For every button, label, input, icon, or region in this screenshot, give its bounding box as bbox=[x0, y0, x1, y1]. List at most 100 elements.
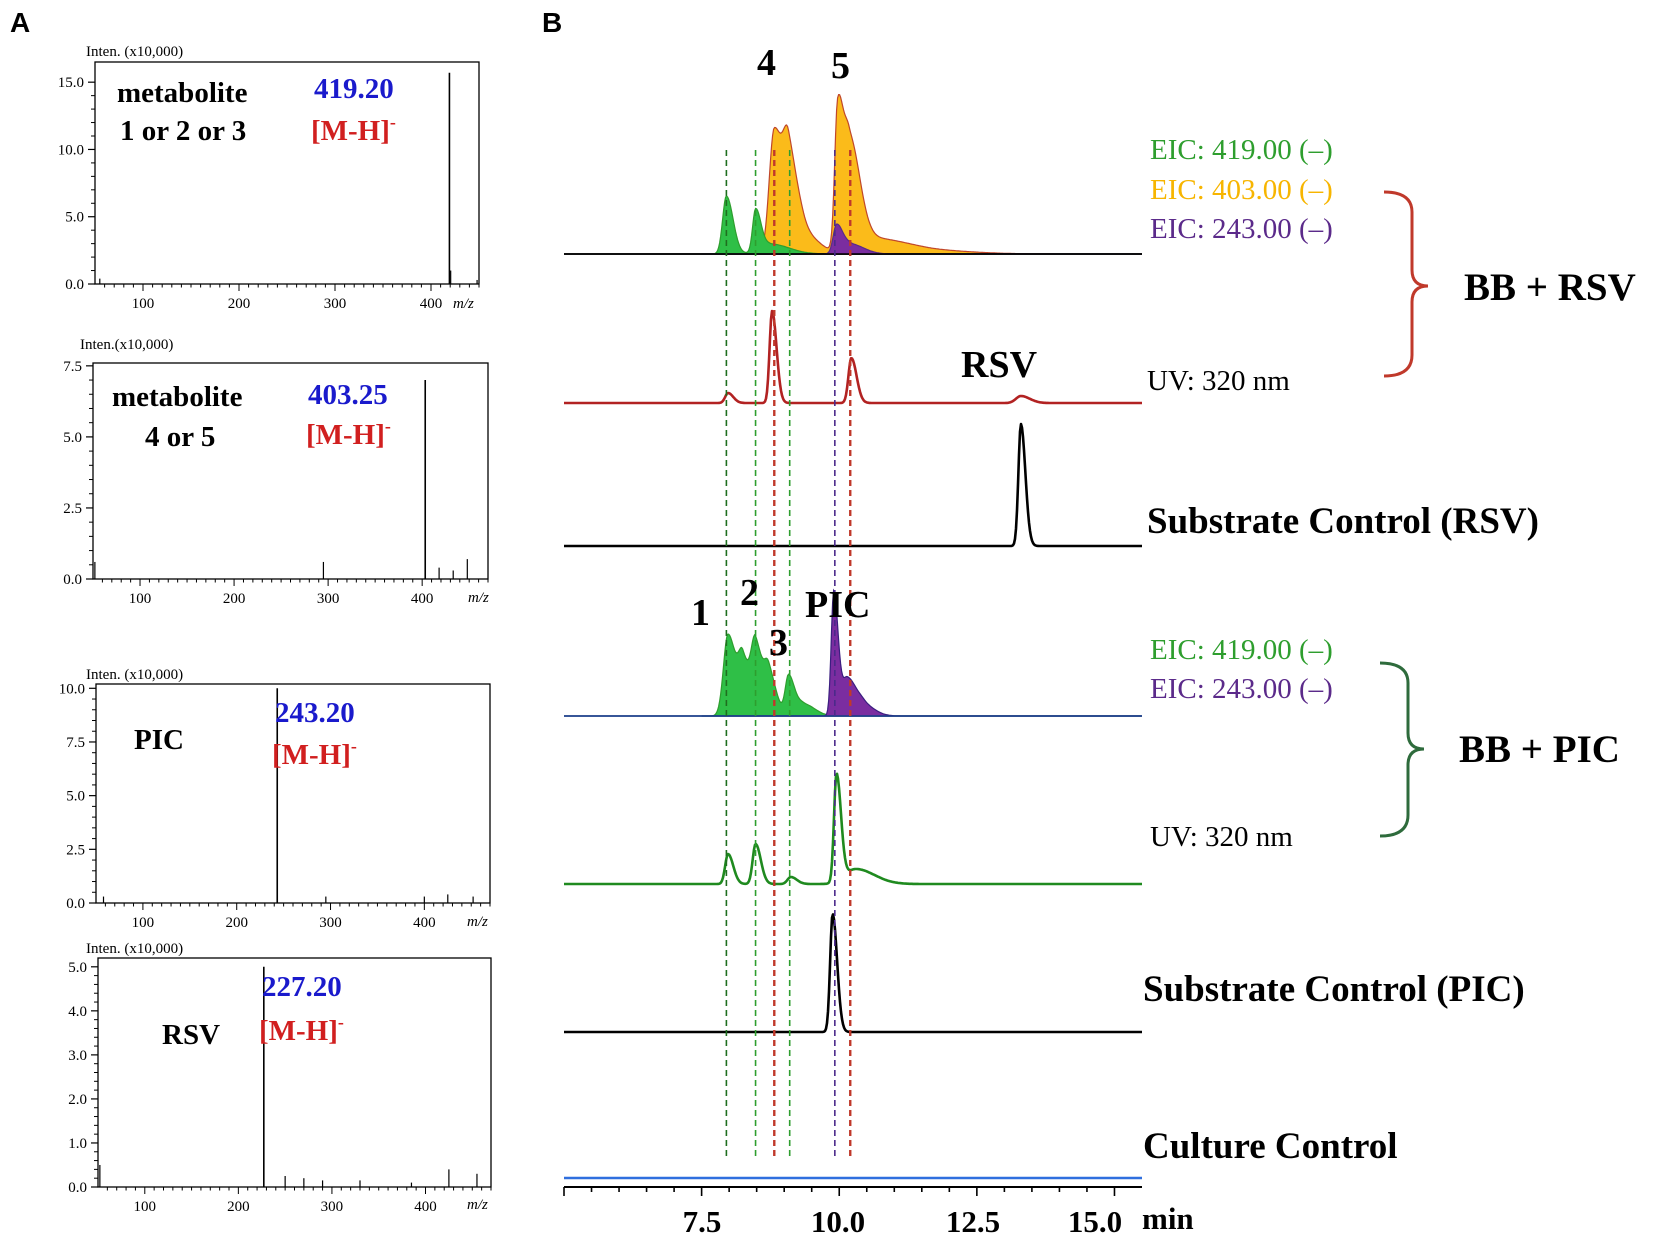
ms3-xunit: m/z bbox=[467, 914, 488, 930]
ms3-ytick-label-0: 0.0 bbox=[66, 896, 85, 912]
ms2-xtick-label-2: 300 bbox=[317, 591, 340, 607]
peak-label-1: 1 bbox=[691, 592, 710, 634]
lc-xtick-label-3: 12.5 bbox=[946, 1204, 1000, 1237]
ms3-mz-label: 243.20 bbox=[275, 697, 355, 729]
panel-a-label: A bbox=[10, 7, 30, 38]
ms2-mz-label: 403.25 bbox=[308, 379, 388, 411]
peak-label-5: 5 bbox=[831, 45, 850, 87]
ms4-axis-ticks: 0.0 1.0 2.0 3.0 4.0 5.0 100 200 300 400 bbox=[68, 960, 492, 1215]
ms2-ion-text: [M-H] bbox=[306, 419, 385, 451]
peak-label-3: 3 bbox=[769, 622, 788, 664]
ms2-ylabel: Inten.(x10,000) bbox=[80, 337, 173, 353]
ms4-ion-text: [M-H] bbox=[259, 1015, 338, 1047]
ms4-ylabel: Inten. (x10,000) bbox=[86, 941, 183, 957]
trace-line-7 bbox=[563, 772, 1143, 886]
lc-xunit-label: min bbox=[1142, 1201, 1194, 1236]
peak-label-rsv: RSV bbox=[961, 344, 1038, 386]
ms3-xtick-label-1: 200 bbox=[225, 915, 248, 931]
ms2-ion-label: [M-H]- bbox=[306, 416, 391, 451]
ms3-xtick-label-3: 400 bbox=[413, 915, 436, 931]
trace-fill-1 bbox=[701, 93, 1142, 255]
ms3-xtick-label-0: 100 bbox=[132, 915, 155, 931]
ms1-compound-line-1: metabolite bbox=[117, 77, 248, 109]
lc-xtick-label-4: 15.0 bbox=[1068, 1204, 1122, 1237]
mass-spectrum-2: Inten.(x10,000) 0.0 2.5 5.0 7.5 100 200 300 400… bbox=[63, 337, 489, 607]
lc-axis-ticks bbox=[563, 1187, 1116, 1196]
trace-label-culture-control: Culture Control bbox=[1143, 1126, 1398, 1167]
ms2-xtick-label-0: 100 bbox=[129, 591, 152, 607]
ms4-xtick-label-1: 200 bbox=[227, 1199, 250, 1215]
ms4-xunit: m/z bbox=[467, 1197, 488, 1213]
eic-label-rsv-419: EIC: 419.00 (–) bbox=[1150, 134, 1333, 166]
ms1-axis-ticks: 0.0 5.0 10.0 15.0 100 200 300 400 bbox=[58, 75, 480, 312]
mass-spectra-panel: Inten. (x10,000) 0.0 5.0 10.0 15.0 100 200 300… bbox=[58, 44, 492, 1215]
ms2-compound-line-2: 4 or 5 bbox=[145, 421, 215, 453]
ms3-peaks bbox=[102, 688, 474, 903]
ms3-ion-label: [M-H]- bbox=[272, 736, 357, 771]
retention-guide-lines bbox=[725, 150, 852, 1160]
lc-xtick-label-2: 10.0 bbox=[811, 1204, 865, 1237]
ms1-ion-sup: - bbox=[390, 112, 396, 132]
mass-spectrum-1: Inten. (x10,000) 0.0 5.0 10.0 15.0 100 200 300… bbox=[58, 44, 480, 312]
ms3-ion-sup: - bbox=[351, 736, 357, 756]
ms2-peaks bbox=[94, 380, 468, 579]
chromatogram-panel: 7.5 10.0 12.5 15.0 min 4 5 1 2 3 PIC RSV… bbox=[563, 42, 1636, 1237]
ms1-ytick-label-3: 15.0 bbox=[58, 75, 84, 91]
ms3-ytick-label-2: 5.0 bbox=[66, 789, 85, 805]
trace-label-substrate-pic: Substrate Control (PIC) bbox=[1143, 969, 1525, 1010]
eic-label-pic-419: EIC: 419.00 (–) bbox=[1150, 634, 1333, 666]
peak-label-2: 2 bbox=[740, 572, 759, 614]
ms4-ytick-label-1: 1.0 bbox=[68, 1136, 87, 1152]
ms1-xtick-label-3: 400 bbox=[420, 296, 443, 312]
ms4-xtick-label-2: 300 bbox=[321, 1199, 344, 1215]
ms2-ytick-label-0: 0.0 bbox=[63, 572, 82, 588]
ms4-ytick-label-3: 3.0 bbox=[68, 1048, 87, 1064]
peak-label-4: 4 bbox=[757, 42, 776, 84]
ms2-ytick-label-2: 5.0 bbox=[63, 430, 82, 446]
ms3-compound-line-1: PIC bbox=[134, 724, 184, 756]
ms4-ytick-label-2: 2.0 bbox=[68, 1092, 87, 1108]
trace-line-8 bbox=[563, 913, 1143, 1034]
ms1-ion-label: [M-H]- bbox=[311, 112, 396, 147]
eic-label-pic-243: EIC: 243.00 (–) bbox=[1150, 673, 1333, 705]
ms1-ion-text: [M-H] bbox=[311, 115, 390, 147]
group-label-bb-rsv: BB + RSV bbox=[1464, 266, 1636, 309]
ms4-peaks bbox=[99, 966, 478, 1187]
ms3-ytick-label-1: 2.5 bbox=[66, 842, 85, 858]
uv-label-rsv: UV: 320 nm bbox=[1147, 365, 1290, 397]
ms2-xunit: m/z bbox=[468, 590, 489, 606]
ms2-compound-line-1: metabolite bbox=[112, 381, 243, 413]
mass-spectrum-3: Inten. (x10,000) 0.0 2.5 5.0 7.5 10.0 100 200 3… bbox=[59, 667, 491, 931]
ms1-xtick-label-1: 200 bbox=[228, 296, 251, 312]
ms2-ytick-label-3: 7.5 bbox=[63, 359, 82, 375]
ms1-ytick-label-2: 10.0 bbox=[58, 142, 84, 158]
trace-label-substrate-rsv: Substrate Control (RSV) bbox=[1147, 501, 1539, 542]
ms2-ion-sup: - bbox=[385, 416, 391, 436]
ms1-xunit: m/z bbox=[453, 296, 474, 312]
ms3-xtick-label-2: 300 bbox=[319, 915, 342, 931]
brace-bb-pic bbox=[1379, 661, 1425, 838]
ms4-compound-line-1: RSV bbox=[162, 1019, 220, 1051]
panel-b-label: B bbox=[542, 7, 562, 38]
uv-label-pic: UV: 320 nm bbox=[1150, 821, 1293, 853]
ms1-mz-label: 419.20 bbox=[314, 73, 394, 105]
ms2-ytick-label-1: 2.5 bbox=[63, 501, 82, 517]
ms4-xtick-label-3: 400 bbox=[414, 1199, 437, 1215]
ms3-axis-ticks: 0.0 2.5 5.0 7.5 10.0 100 200 300 400 bbox=[59, 681, 491, 931]
group-label-bb-pic: BB + PIC bbox=[1459, 728, 1620, 771]
ms2-axis-ticks: 0.0 2.5 5.0 7.5 100 200 300 400 bbox=[63, 359, 489, 607]
brace-bb-rsv bbox=[1383, 190, 1429, 378]
chromatogram-traces bbox=[563, 93, 1143, 1180]
ms1-ytick-label-0: 0.0 bbox=[65, 277, 84, 293]
ms4-ion-sup: - bbox=[338, 1012, 344, 1032]
ms4-ytick-label-5: 5.0 bbox=[68, 960, 87, 976]
mass-spectrum-4: Inten. (x10,000) 0.0 1.0 2.0 3.0 4.0 5.0 100 20… bbox=[68, 941, 492, 1215]
ms1-ylabel: Inten. (x10,000) bbox=[86, 44, 183, 60]
ms1-compound-line-2: 1 or 2 or 3 bbox=[120, 115, 246, 147]
lc-xtick-label-1: 7.5 bbox=[683, 1204, 722, 1237]
ms2-xtick-label-1: 200 bbox=[223, 591, 246, 607]
ms3-ytick-label-4: 10.0 bbox=[59, 681, 85, 697]
trace-line-4 bbox=[563, 422, 1143, 548]
ms1-ytick-label-1: 5.0 bbox=[65, 210, 84, 226]
